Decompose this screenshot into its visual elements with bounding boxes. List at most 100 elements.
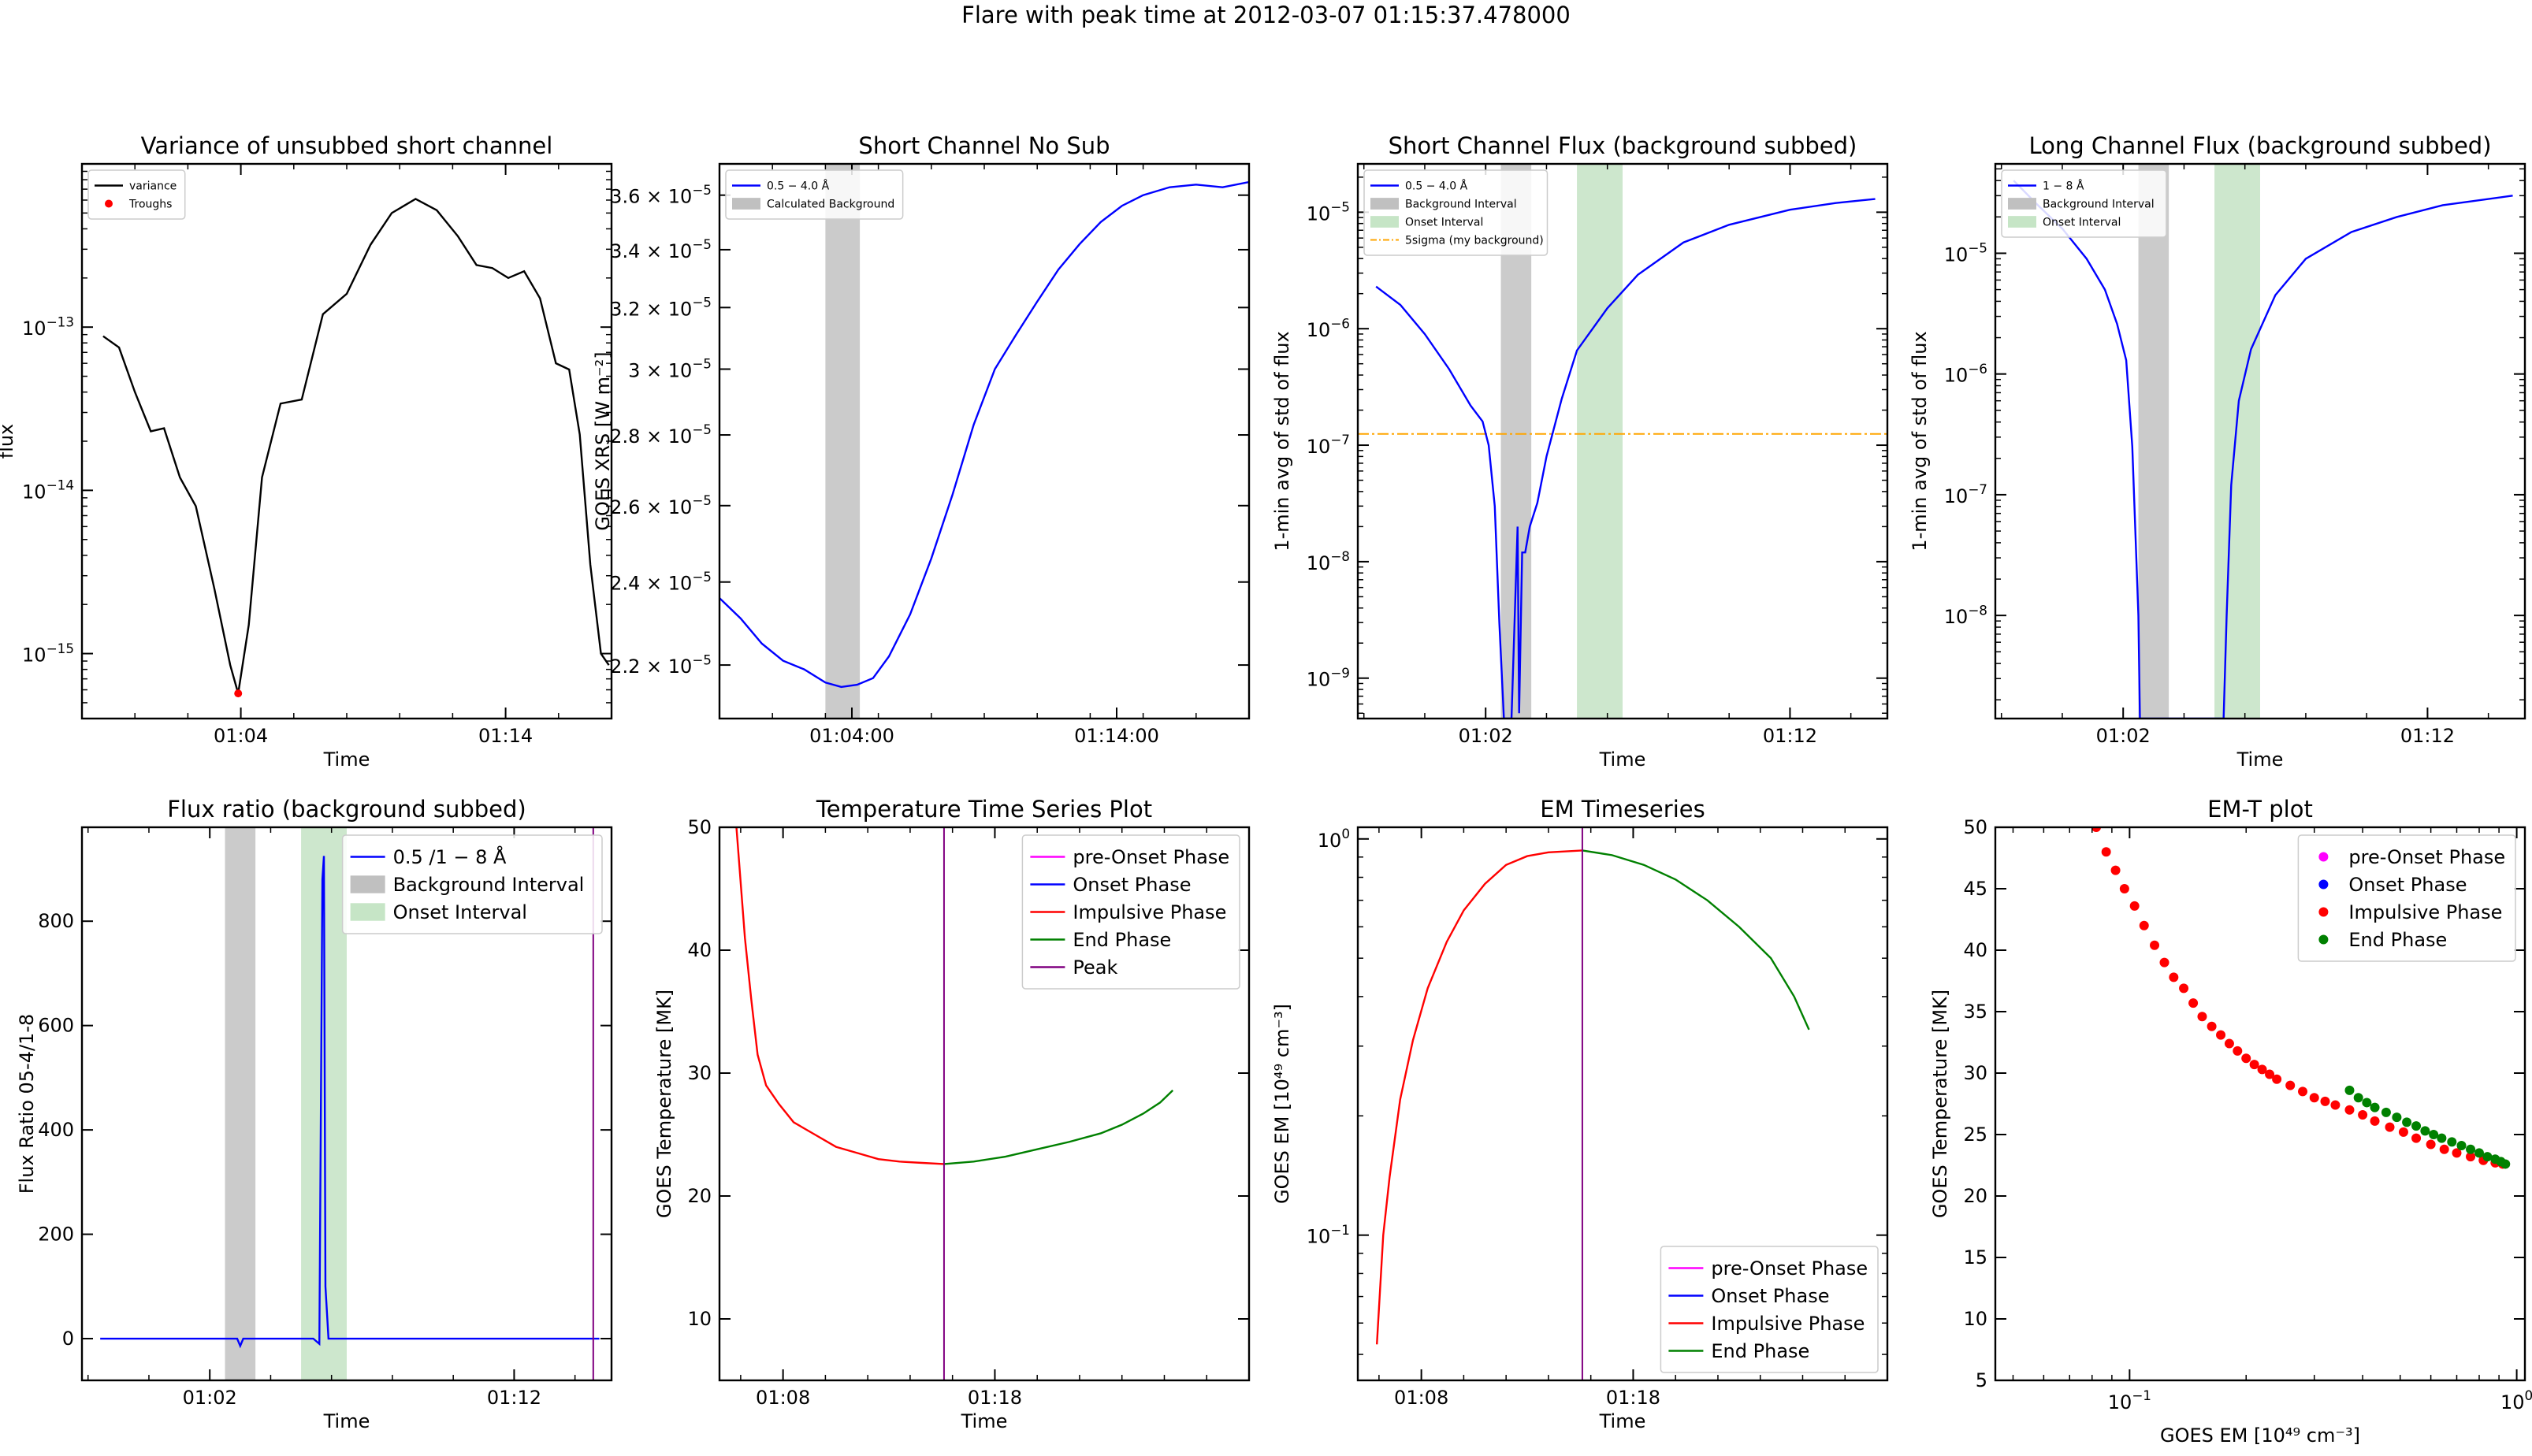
legend-frame: [2001, 169, 2167, 238]
series-end-phase-point: [2420, 1126, 2430, 1136]
series-impulsive-phase-point: [2179, 983, 2189, 994]
legend-label: 1 − 8 Å: [2043, 180, 2084, 193]
series-impulsive-phase-point: [2309, 1093, 2319, 1103]
x-axis-label: Time: [323, 748, 370, 771]
series-impulsive-phase-point: [2249, 1060, 2259, 1070]
series-end-phase-point: [2353, 1093, 2363, 1103]
series-impulsive-phase-point: [2272, 1074, 2282, 1084]
y-tick-label: 10−5: [1307, 199, 1350, 225]
legend-label: Onset Phase: [1711, 1285, 1829, 1307]
legend-label: Onset Interval: [393, 901, 527, 923]
y-tick-label: 50: [687, 816, 712, 838]
legend-handle: [2008, 198, 2036, 210]
legend-label: pre-Onset Phase: [2348, 846, 2505, 868]
series-impulsive-phase-point: [2344, 1105, 2355, 1115]
legend-label: 0.5 − 4.0 Å: [1405, 180, 1468, 193]
axes-frame: [1994, 826, 2526, 1382]
series-end-phase-point: [2392, 1112, 2402, 1123]
legend-label: 0.5 − 4.0 Å: [767, 180, 830, 193]
series-impulsive-phase-point: [2398, 1127, 2408, 1137]
legend: 0.5 − 4.0 Å Background Interval Onset Inte…: [1363, 169, 1549, 256]
panel-long-flux: 01:02 01:12 10−8 10−7 10−6 10−5 Long Channel F…: [1909, 132, 2526, 771]
x-tick-label: 01:18: [968, 1387, 1022, 1409]
panel-variance: 01:04 01:14 10−15 10−14 10−13 Variance of uns…: [0, 132, 613, 771]
y-tick-label: 10: [1963, 1308, 1987, 1330]
legend-label: End Phase: [1073, 929, 1171, 951]
series-0-5-4-0--line: [719, 180, 1249, 689]
x-tick-label: 01:12: [1763, 725, 1817, 747]
legend-frame: [1021, 834, 1240, 990]
legend: 0.5 /1 − 8 Å Background Interval Onset Int…: [341, 834, 603, 934]
legend-label: Onset Interval: [1405, 217, 1483, 229]
legend-frame: [1363, 169, 1549, 256]
axes-frame: [1356, 162, 1889, 720]
series-end-phase-point: [2344, 1085, 2355, 1095]
x-tick-label: 01:12: [487, 1387, 541, 1409]
x-tick-label: 01:04:00: [809, 725, 894, 747]
legend-label: Troughs: [128, 199, 172, 211]
series-impulsive-phase-point: [2159, 957, 2169, 968]
panel-title: Flux ratio (background subbed): [167, 796, 526, 823]
panel-short-flux: 01:02 01:12 10−9 10−8 10−7 10−6 10−5 Short Chan…: [1271, 132, 1889, 771]
legend-frame: [2297, 834, 2516, 962]
legend-handle: [350, 903, 385, 921]
series-impulsive-phase-point: [2101, 847, 2111, 857]
legend-frame: [341, 834, 603, 934]
y-tick-label: 2.2 × 10−5: [610, 652, 712, 678]
y-tick-label: 25: [1963, 1124, 1987, 1146]
series-impulsive-phase-point: [2385, 1122, 2395, 1132]
axes-frame: [1356, 826, 1889, 1382]
span-0: [825, 164, 861, 719]
series-impulsive-phase-point: [2207, 1021, 2217, 1031]
legend: pre-Onset Phase Onset Phase Impulsive Phas…: [1660, 1246, 1879, 1373]
series-impulsive-phase-point: [2265, 1069, 2275, 1079]
series-end-phase-point: [2402, 1117, 2412, 1127]
x-axis-label: Time: [1599, 748, 1646, 771]
y-tick-label: 15: [1963, 1246, 1987, 1268]
y-tick-label: 2.6 × 10−5: [610, 492, 712, 518]
y-tick-label: 2.4 × 10−5: [610, 569, 712, 595]
y-tick-label: 20: [687, 1185, 712, 1207]
y-tick-label: 10−8: [1307, 548, 1350, 574]
y-axis-label: 1-min avg of std of flux: [1271, 331, 1293, 551]
series-end-phase-point: [2456, 1141, 2467, 1151]
legend-handle: [1370, 198, 1399, 210]
series-end-phase-point: [2474, 1148, 2484, 1158]
series-impulsive-phase-point: [2119, 884, 2129, 893]
series-impulsive-phase-point: [2257, 1064, 2267, 1075]
legend-label: Impulsive Phase: [1711, 1313, 1865, 1335]
y-tick-label: 3.4 × 10−5: [610, 236, 712, 262]
series-end-phase-point: [2381, 1107, 2391, 1117]
panel-title: Short Channel No Sub: [858, 132, 1110, 159]
legend-label: variance: [129, 180, 177, 193]
legend: pre-Onset Phase Onset Phase Impulsive Phas…: [2297, 834, 2516, 962]
series-impulsive-phase-point: [2466, 1152, 2476, 1162]
legend: 0.5 − 4.0 Å Calculated Background: [725, 169, 904, 220]
y-tick-label: 0: [62, 1328, 74, 1350]
y-tick-label: 3.2 × 10−5: [610, 295, 712, 321]
series-end-phase-line: [943, 1089, 1174, 1165]
legend-label: Background Interval: [2043, 199, 2155, 211]
y-tick-label: 10−1: [1307, 1222, 1350, 1248]
legend-frame: [87, 169, 186, 220]
series-impulsive-phase-line: [735, 827, 944, 1165]
x-axis-label: Time: [323, 1410, 370, 1432]
legend-frame: [725, 169, 904, 220]
y-tick-label: 40: [1963, 939, 1987, 961]
series-impulsive-phase-point: [2129, 901, 2140, 911]
y-tick-label: 2.8 × 10−5: [610, 422, 712, 448]
series-impulsive-phase-point: [2285, 1080, 2296, 1090]
legend-label: 0.5 /1 − 8 Å: [393, 845, 507, 868]
series-impulsive-phase-point: [2150, 940, 2160, 950]
panel-title: Short Channel Flux (background subbed): [1389, 132, 1857, 159]
series-0-5-4-0--line: [1375, 198, 1876, 719]
y-tick-label: 20: [1963, 1185, 1987, 1207]
legend-handle: [2318, 852, 2329, 862]
series-troughs-point: [234, 689, 243, 698]
legend-handle: [732, 198, 760, 210]
series-end-phase-point: [2447, 1137, 2457, 1147]
legend-label: End Phase: [2348, 929, 2447, 951]
y-axis-label: GOES XRS [W m⁻²]: [592, 351, 614, 530]
y-tick-label: 10−6: [1307, 315, 1350, 341]
